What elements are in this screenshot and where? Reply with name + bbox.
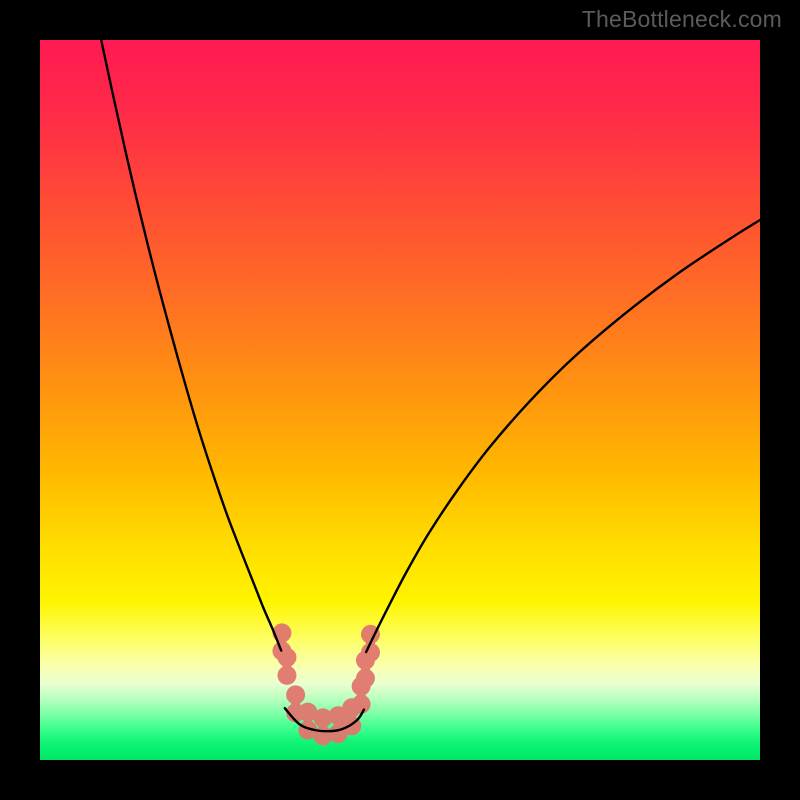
watermark-text: TheBottleneck.com <box>582 6 782 33</box>
plot-area <box>40 40 760 760</box>
gradient-background <box>40 40 760 760</box>
stage: TheBottleneck.com <box>0 0 800 800</box>
plot-svg <box>40 40 760 760</box>
